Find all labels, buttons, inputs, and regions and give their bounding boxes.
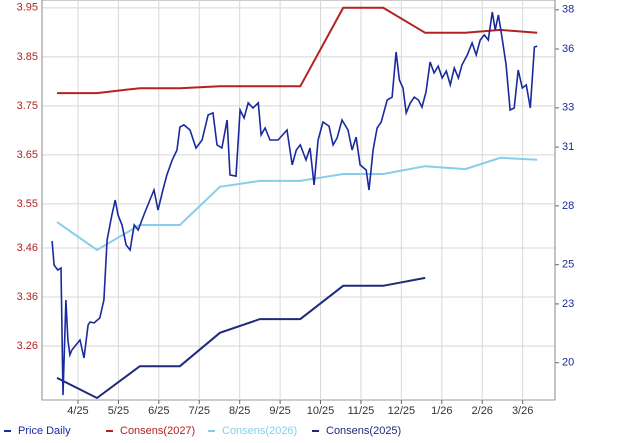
x-tick-label: 4/25 — [67, 405, 88, 417]
y2-tick-label: 36 — [562, 43, 574, 55]
y2-tick-label: 25 — [562, 259, 574, 271]
y2-tick-label: 31 — [562, 141, 574, 153]
y2-tick-label: 28 — [562, 200, 574, 212]
plot-area — [41, 0, 556, 401]
y-tick-label: 3.26 — [17, 340, 38, 352]
x-tick-label: 5/25 — [108, 405, 129, 417]
y-tick-label: 3.36 — [17, 291, 38, 303]
series-line — [57, 6, 538, 95]
x-tick-label: 12/25 — [388, 405, 416, 417]
x-tick-label: 8/25 — [229, 405, 250, 417]
x-tick-label: 1/26 — [431, 405, 452, 417]
legend-label: Consens(2025) — [326, 425, 401, 437]
legend-label: Price Daily — [18, 425, 71, 437]
series-line — [56, 276, 426, 400]
y-tick-label: 3.46 — [17, 242, 38, 254]
y-tick-label: 3.75 — [17, 100, 38, 112]
x-tick-label: 3/26 — [512, 405, 533, 417]
x-tick-label: 7/25 — [189, 405, 210, 417]
y-tick-label: 3.55 — [17, 198, 38, 210]
x-tick-label: 10/25 — [307, 405, 335, 417]
y-tick-label: 3.65 — [17, 149, 38, 161]
y2-tick-label: 23 — [562, 298, 574, 310]
x-tick-label: 6/25 — [148, 405, 169, 417]
y-tick-label: 3.95 — [17, 2, 38, 14]
x-tick-label: 2/26 — [472, 405, 493, 417]
y2-tick-label: 33 — [562, 102, 574, 114]
x-tick-label: 9/25 — [269, 405, 290, 417]
legend-label: Consens(2026) — [222, 425, 297, 437]
y2-tick-label: 20 — [562, 357, 574, 369]
x-tick-label: 11/25 — [348, 405, 375, 417]
legend-label: Consens(2027) — [120, 425, 195, 437]
y-tick-label: 3.85 — [17, 51, 38, 63]
series-line — [51, 11, 538, 396]
y2-tick-label: 38 — [562, 4, 574, 16]
